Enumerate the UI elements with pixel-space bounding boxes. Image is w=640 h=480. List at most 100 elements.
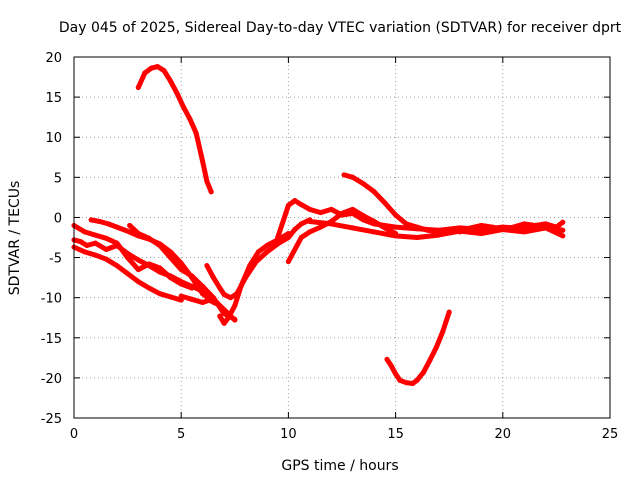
data-point [148, 65, 154, 71]
y-tick-label: 5 [54, 171, 62, 186]
data-point [135, 279, 141, 285]
data-point [225, 315, 231, 321]
data-point [135, 267, 141, 273]
data-point [350, 225, 356, 231]
data-point [187, 116, 193, 122]
y-tick-label: -25 [41, 412, 62, 427]
data-point [200, 291, 206, 297]
data-point [146, 235, 152, 241]
data-point [168, 255, 173, 261]
data-point [468, 225, 474, 231]
data-point [371, 189, 377, 195]
data-point [200, 283, 206, 289]
y-tick-label: -20 [41, 372, 62, 387]
data-point [204, 178, 210, 184]
data-point [560, 233, 566, 239]
data-point [103, 256, 109, 262]
data-point [307, 206, 313, 212]
data-point [189, 283, 195, 289]
data-point [232, 303, 238, 309]
data-point [135, 231, 141, 236]
data-point [440, 328, 446, 334]
data-point [500, 227, 506, 232]
data-point [92, 252, 98, 258]
x-tick-label: 10 [280, 427, 297, 442]
y-tick-label: 10 [45, 131, 62, 146]
data-point [285, 202, 291, 208]
y-tick-label: 15 [45, 91, 62, 106]
data-point [511, 224, 516, 230]
data-point [298, 221, 304, 227]
data-point [221, 292, 227, 297]
data-point [125, 228, 131, 234]
data-point [328, 206, 334, 212]
data-point [532, 223, 538, 228]
data-point [174, 90, 180, 96]
data-point [560, 219, 566, 225]
data-point [200, 300, 206, 305]
data-point [228, 295, 233, 301]
data-point [180, 104, 186, 110]
data-point [350, 174, 356, 180]
data-point [178, 267, 184, 273]
data-point [146, 263, 152, 269]
data-point [393, 212, 399, 218]
data-point [238, 283, 244, 289]
data-point [82, 229, 88, 235]
data-point [217, 313, 223, 319]
data-point [206, 297, 212, 303]
data-point [221, 320, 227, 326]
data-point [560, 227, 566, 233]
data-point [155, 64, 161, 70]
data-point [208, 189, 214, 195]
data-point [157, 243, 163, 248]
data-point [290, 251, 296, 256]
data-point [114, 243, 120, 248]
data-point [88, 217, 94, 223]
data-point [264, 249, 270, 255]
data-point [371, 229, 377, 235]
x-tick-label: 5 [177, 427, 185, 442]
data-point [125, 251, 131, 256]
data-point [210, 275, 216, 281]
data-point [521, 221, 527, 227]
data-point [193, 130, 199, 136]
data-point [478, 231, 484, 236]
data-point [350, 210, 356, 216]
data-point [421, 369, 426, 375]
data-point [168, 273, 173, 279]
data-point [446, 309, 452, 315]
data-point [521, 229, 527, 235]
data-point [204, 263, 210, 269]
data-point [328, 221, 334, 227]
data-point [388, 363, 394, 369]
data-point [135, 85, 141, 90]
y-tick-label: 0 [54, 211, 62, 226]
data-point [427, 357, 433, 363]
data-point [410, 381, 416, 386]
data-point [275, 235, 281, 240]
data-point [414, 235, 420, 240]
x-axis-label: GPS time / hours [281, 458, 398, 474]
data-point [92, 232, 98, 238]
data-point [298, 202, 304, 208]
y-tick-label: 20 [45, 51, 62, 66]
data-point [217, 285, 223, 291]
data-point [318, 224, 324, 230]
data-point [553, 224, 559, 230]
data-point [436, 229, 441, 235]
x-tick-label: 25 [602, 427, 619, 442]
axis-ticks: 0 5 10 15 20 25 -25 -20 -15 -10 -5 0 5 10 15 20 [41, 51, 619, 442]
data-point [393, 224, 399, 230]
data-point [341, 172, 347, 178]
data-point [255, 249, 261, 255]
data-point [382, 200, 388, 206]
data-point [414, 224, 420, 230]
data-point [189, 296, 195, 302]
data-point [97, 219, 103, 224]
data-point [247, 263, 253, 269]
data-point [425, 227, 431, 233]
data-point [77, 239, 83, 244]
x-tick-label: 20 [495, 427, 512, 442]
